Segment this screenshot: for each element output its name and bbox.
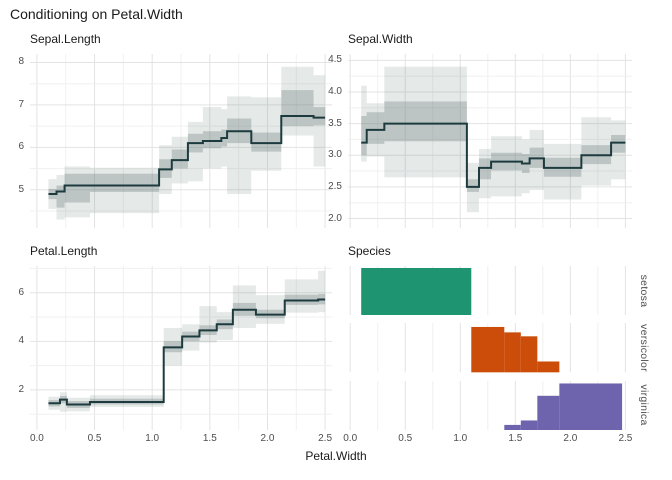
confidence-band-inner xyxy=(48,90,326,208)
x-tick-label: 1.0 xyxy=(145,433,160,444)
x-tick-label: 2.0 xyxy=(260,433,275,444)
sepal-width-chart-svg xyxy=(348,54,632,228)
confidence-band-inner xyxy=(361,101,626,192)
plot-area-species xyxy=(348,266,632,430)
histogram-bar-virginica xyxy=(537,395,560,430)
histogram-bar-virginica xyxy=(504,424,521,430)
facet-strip-label-setosa: setosa xyxy=(638,274,650,308)
facet-setosa-svg xyxy=(349,266,626,316)
facet-row-setosa xyxy=(348,266,632,316)
x-tick-label: 0.5 xyxy=(398,433,413,444)
panel-title-sepal-width: Sepal.Width xyxy=(348,32,413,46)
x-tick-label: 2.5 xyxy=(318,433,333,444)
y-tick-label: 2 xyxy=(18,383,24,395)
step-line xyxy=(48,298,326,406)
panel-title-petal-length: Petal.Length xyxy=(30,244,98,258)
y-tick-label: 2.0 xyxy=(328,212,342,224)
histogram-bar-versicolor xyxy=(471,327,505,373)
plot-area-petal-length xyxy=(30,266,332,430)
y-tick-label: 4.0 xyxy=(328,85,342,97)
figure-title: Conditioning on Petal.Width xyxy=(10,6,183,22)
y-tick-label: 2.5 xyxy=(328,180,342,192)
x-tick-label: 1.0 xyxy=(453,433,468,444)
plot-area-sepal-length xyxy=(30,54,332,228)
x-tick-label: 1.5 xyxy=(202,433,217,444)
histogram-bar-virginica xyxy=(559,383,623,430)
y-tick-label: 3.0 xyxy=(328,149,342,161)
y-tick-label: 7 xyxy=(18,98,24,110)
y-tick-label: 6 xyxy=(18,141,24,153)
step-line xyxy=(48,114,326,196)
panel-title-species: Species xyxy=(348,244,391,258)
histogram-bar-versicolor xyxy=(520,336,538,373)
x-axis-title: Petal.Width xyxy=(305,449,367,463)
histogram-bar-versicolor xyxy=(537,361,560,373)
y-tick-label: 4.5 xyxy=(328,54,342,66)
sepal-length-chart-svg xyxy=(30,54,332,228)
histogram-bar-versicolor xyxy=(504,332,521,373)
y-tick-label: 8 xyxy=(18,56,24,68)
histogram-bar-setosa xyxy=(361,267,472,316)
y-tick-label: 5 xyxy=(18,183,24,195)
x-tick-label: 2.5 xyxy=(618,433,633,444)
confidence-band-inner xyxy=(48,293,326,408)
facet-versicolor-svg xyxy=(349,323,626,373)
plot-area-sepal-width xyxy=(348,54,632,228)
facet-strip-label-versicolor: versicolor xyxy=(638,324,650,372)
histogram-bar-virginica xyxy=(520,420,538,430)
facet-virginica-svg xyxy=(349,380,626,430)
facet-strip-label-virginica: virginica xyxy=(638,384,650,426)
x-tick-label: 1.5 xyxy=(508,433,523,444)
x-tick-label: 2.0 xyxy=(563,433,578,444)
confidence-band-outer xyxy=(361,66,626,213)
facet-row-virginica xyxy=(348,380,632,430)
petal-length-chart-svg xyxy=(30,266,332,430)
y-tick-label: 3.5 xyxy=(328,117,342,129)
panel-title-sepal-length: Sepal.Length xyxy=(30,32,101,46)
x-tick-label: 0.0 xyxy=(343,433,358,444)
step-line xyxy=(361,122,626,188)
facet-row-versicolor xyxy=(348,323,632,373)
y-tick-label: 6 xyxy=(18,286,24,298)
x-tick-label: 0.5 xyxy=(87,433,102,444)
x-tick-label: 0.0 xyxy=(29,433,44,444)
y-tick-label: 4 xyxy=(18,335,24,347)
confidence-band-outer xyxy=(48,66,326,220)
